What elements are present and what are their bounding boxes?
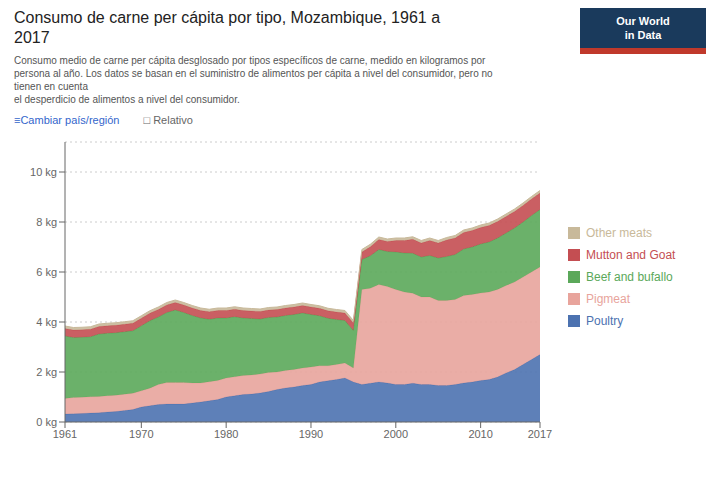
html-text:Other meats: Other meats xyxy=(586,226,652,240)
html-text:Poultry: Poultry xyxy=(586,314,624,328)
svg-text:4 kg: 4 kg xyxy=(36,316,57,328)
svg-text:8 kg: 8 kg xyxy=(36,216,57,228)
html-text:in Data: in Data xyxy=(624,29,662,41)
svg-text:2017: 2017 xyxy=(528,428,552,440)
html-text:Mutton and Goat: Mutton and Goat xyxy=(586,248,676,262)
html-text:Our World: Our World xyxy=(616,15,670,27)
svg-text:1980: 1980 xyxy=(214,428,238,440)
html-text:Consumo de carne per cápita po: Consumo de carne per cápita por tipo, Mo… xyxy=(14,9,440,46)
svg-text:0 kg: 0 kg xyxy=(36,416,57,428)
svg-text:2 kg: 2 kg xyxy=(36,366,57,378)
svg-text:1970: 1970 xyxy=(129,428,153,440)
svg-text:2010: 2010 xyxy=(468,428,492,440)
svg-text:2000: 2000 xyxy=(384,428,408,440)
svg-text:6 kg: 6 kg xyxy=(36,266,57,278)
html-text:□ Relativo: □ Relativo xyxy=(143,114,193,126)
svg-text:10 kg: 10 kg xyxy=(30,166,57,178)
html-text:Consumo medio de carne per cáp: Consumo medio de carne per cápita desglo… xyxy=(14,55,493,105)
html-text:Pigmeat: Pigmeat xyxy=(586,292,630,306)
svg-text:1990: 1990 xyxy=(299,428,323,440)
svg-text:1961: 1961 xyxy=(53,428,77,440)
html-text:≡Cambiar país/región: ≡Cambiar país/región xyxy=(14,114,120,126)
html-text:Beef and bufallo: Beef and bufallo xyxy=(586,270,673,284)
